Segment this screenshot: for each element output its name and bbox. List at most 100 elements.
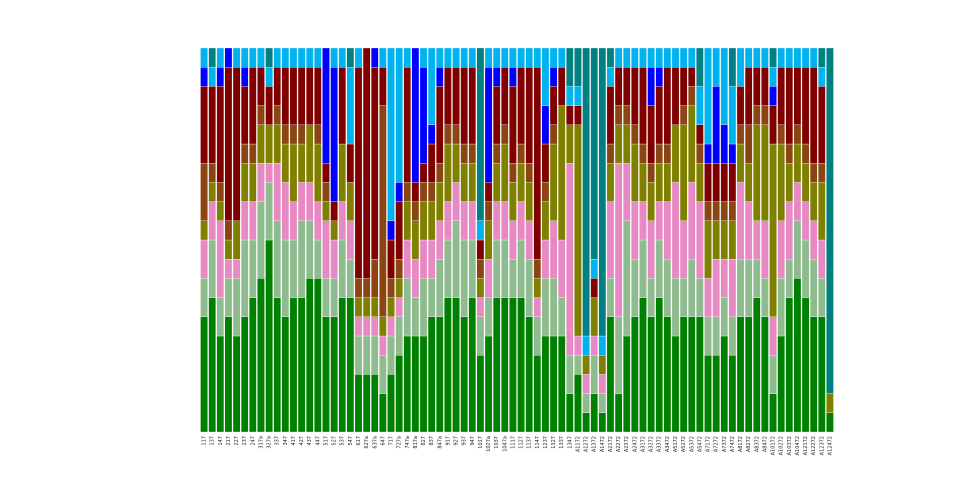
bar-segment — [663, 259, 672, 317]
bar-segment — [671, 47, 680, 68]
bar-segment — [476, 355, 485, 433]
bar-segment — [395, 47, 403, 183]
bar-segment — [736, 86, 745, 125]
bar-segment — [419, 278, 428, 337]
bar-segment — [777, 67, 785, 125]
bar-segment — [427, 182, 436, 202]
bar-segment — [273, 297, 281, 433]
bar-segment — [224, 239, 233, 260]
x-tick-label: A5272 — [681, 436, 687, 452]
bar-segment — [484, 335, 493, 433]
bar-segment — [809, 163, 818, 183]
bar-segment — [647, 316, 655, 433]
bar-segment — [216, 297, 225, 337]
bar-segment — [240, 201, 249, 241]
bar-segment — [696, 143, 704, 164]
bar-segment — [346, 143, 355, 183]
bar-segment — [785, 297, 794, 433]
bar-segment — [696, 278, 704, 317]
bar-segment — [728, 47, 737, 87]
x-tick-label: 627a — [364, 436, 370, 449]
bar-segment — [541, 47, 550, 106]
bar-segment — [501, 124, 509, 145]
bar-segment — [744, 201, 753, 260]
bar-segment — [208, 67, 216, 87]
bar-segment — [338, 143, 346, 202]
bar-segment — [362, 316, 371, 337]
bar-segment — [232, 335, 241, 433]
bar-segment — [712, 163, 720, 202]
x-tick-label: 917 — [445, 436, 451, 446]
bar-segment — [639, 239, 647, 298]
x-tick-label: 427 — [299, 436, 305, 446]
bar-segment — [655, 86, 663, 145]
bar-segment — [598, 412, 607, 433]
bar-segment — [338, 67, 346, 145]
bar-segment — [688, 182, 696, 260]
bar-segment — [639, 47, 647, 68]
bar-segment — [354, 374, 363, 433]
bar-segment — [663, 316, 672, 433]
bar-segment — [387, 278, 395, 298]
bar-segment — [419, 163, 428, 183]
bar-segment — [606, 67, 615, 87]
bar-segment — [582, 393, 590, 413]
bar-segment — [289, 297, 298, 433]
bar-segment — [801, 163, 810, 202]
x-tick-label: 537 — [340, 436, 346, 446]
x-tick-label: 247 — [250, 436, 256, 446]
bar-segment — [346, 67, 355, 145]
bar-segment — [631, 124, 639, 145]
bar-segment — [297, 124, 306, 145]
bar-segment — [639, 201, 647, 241]
bar-segment — [452, 297, 460, 433]
bar-segment — [322, 47, 330, 164]
bar-segment — [671, 124, 680, 183]
bar-segment — [517, 239, 525, 298]
bar-segment — [582, 355, 590, 375]
bar-segment — [793, 143, 802, 183]
bar-segment — [590, 297, 598, 337]
bar-segment — [484, 259, 493, 298]
bar-segment — [403, 201, 411, 241]
x-tick-label: A8272 — [746, 436, 752, 452]
bar-segment — [517, 163, 525, 202]
bar-segment — [574, 124, 582, 337]
bar-segment — [492, 201, 501, 241]
bar-segment — [704, 316, 712, 356]
bar-segment — [809, 182, 818, 221]
x-tick-label: A12272 — [811, 436, 817, 455]
bar-segment — [566, 355, 574, 394]
bar-segment — [566, 86, 574, 106]
x-tick-label: A8172 — [738, 436, 744, 452]
x-tick-label: 817a — [413, 436, 419, 449]
x-tick-label: 647 — [380, 436, 386, 446]
bar-segment — [354, 278, 363, 298]
bar-segment — [720, 163, 728, 202]
bar-segment — [590, 393, 598, 433]
bar-segment — [444, 239, 452, 298]
bar-segment — [801, 143, 810, 164]
bar-segment — [427, 278, 436, 317]
bar-segment — [362, 297, 371, 317]
x-tick-label: 837 — [429, 436, 435, 446]
x-tick-label: A8472 — [762, 436, 768, 452]
bar-segment — [533, 259, 542, 279]
bar-segment — [761, 105, 769, 125]
bar-segment — [704, 201, 712, 221]
bar-segment — [387, 316, 395, 337]
bar-segment — [631, 143, 639, 202]
bar-segment — [208, 86, 216, 164]
x-tick-label: 337 — [275, 436, 281, 446]
bar-segment — [492, 67, 501, 87]
bar-segment — [273, 47, 281, 68]
x-tick-label: 1047a — [502, 436, 508, 452]
bar-segment — [671, 67, 680, 125]
bar-segment — [533, 297, 542, 317]
bar-segment — [379, 355, 387, 394]
x-tick-label: A3472 — [665, 436, 671, 452]
bar-segment — [655, 297, 663, 433]
x-tick-label: 717 — [389, 436, 395, 446]
bar-segment — [452, 67, 460, 125]
bar-segment — [322, 316, 330, 433]
